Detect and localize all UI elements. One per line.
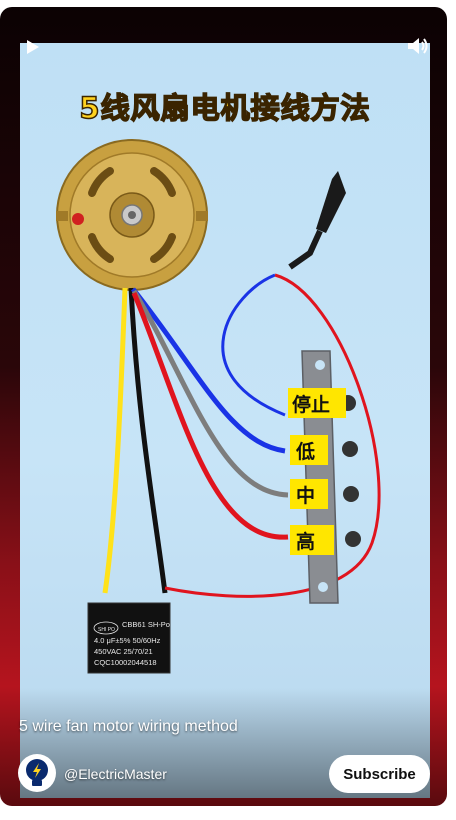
switch-label-high: 高	[296, 530, 315, 553]
switch-label-stop: 停止	[292, 393, 330, 416]
lightbulb-icon	[26, 759, 48, 786]
capacitor: SHI PO CBB61 SH-Po 4.0 μF±5% 50/60Hz 450…	[87, 602, 171, 674]
switch-label-low: 低	[295, 440, 315, 463]
video-frame[interactable]: 5线风扇电机接线方法	[20, 43, 430, 798]
svg-text:450VAC 25/70/21: 450VAC 25/70/21	[94, 647, 153, 656]
channel-handle[interactable]: @ElectricMaster	[64, 766, 167, 782]
volume-button[interactable]	[406, 35, 430, 57]
video-player[interactable]: 5线风扇电机接线方法	[0, 7, 447, 806]
video-caption[interactable]: 5 wire fan motor wiring method	[19, 718, 238, 735]
play-button[interactable]	[22, 37, 42, 57]
channel-avatar[interactable]	[18, 754, 56, 792]
video-title-art: 5线风扇电机接线方法	[79, 90, 371, 126]
svg-text:CQC10002044518: CQC10002044518	[94, 658, 157, 667]
switch-label-medium: 中	[296, 484, 315, 507]
wiring-diagram: 停止 低 中 高 SHI PO CBB61 SH-Po 4.0 μF±5% 50…	[56, 139, 381, 674]
play-icon	[27, 40, 39, 54]
volume-icon	[408, 38, 428, 54]
svg-text:SHI PO: SHI PO	[98, 627, 115, 633]
subscribe-button[interactable]: Subscribe	[329, 755, 430, 793]
svg-text:CBB61 SH-Po: CBB61 SH-Po	[122, 620, 170, 629]
svg-text:4.0 μF±5% 50/60Hz: 4.0 μF±5% 50/60Hz	[94, 636, 161, 645]
fan-motor	[56, 139, 208, 291]
power-plug	[288, 171, 346, 270]
